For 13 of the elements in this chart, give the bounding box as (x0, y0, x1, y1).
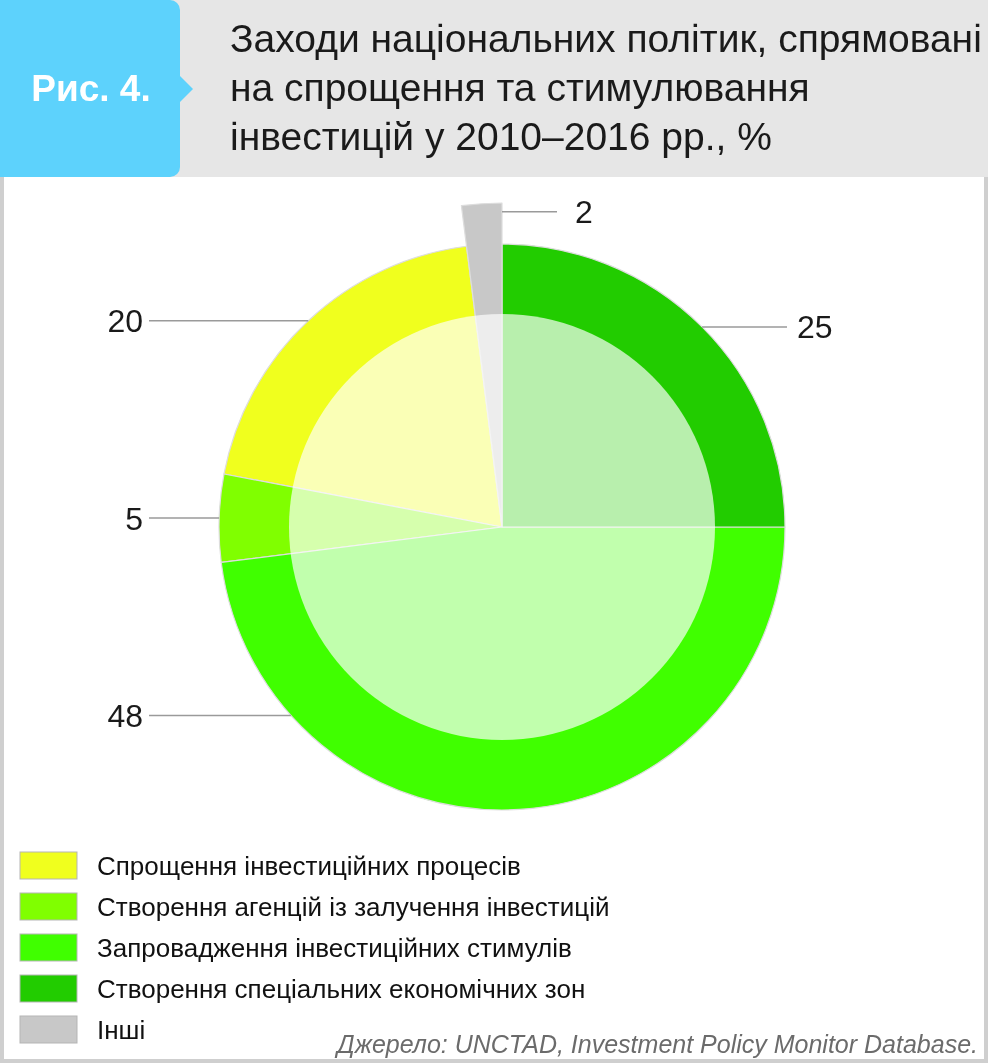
data-label: 48 (107, 698, 143, 734)
legend-label: Створення спеціальних економічних зон (97, 974, 586, 1004)
data-label: 5 (125, 500, 143, 537)
legend-label: Запровадження інвестиційних стимулів (97, 933, 572, 963)
data-label: 20 (107, 303, 143, 340)
text: Джерело: UNCTAD, Investment Policy Monitor Database. (334, 1030, 978, 1058)
legend-label: Створення агенцій із залучення інвестицій (97, 892, 610, 922)
data-label: 2 (575, 194, 593, 231)
chart-title: Заходи національних політик, спрямовані на спрощення та стимулювання інвестицій у 2010–2016 рр., % (230, 17, 982, 158)
legend-label: Спрощення інвестиційних процесів (97, 851, 521, 881)
legend-label: Інші (97, 1015, 146, 1045)
data-label: 25 (797, 309, 833, 346)
text: Рис. 4. (31, 68, 151, 109)
